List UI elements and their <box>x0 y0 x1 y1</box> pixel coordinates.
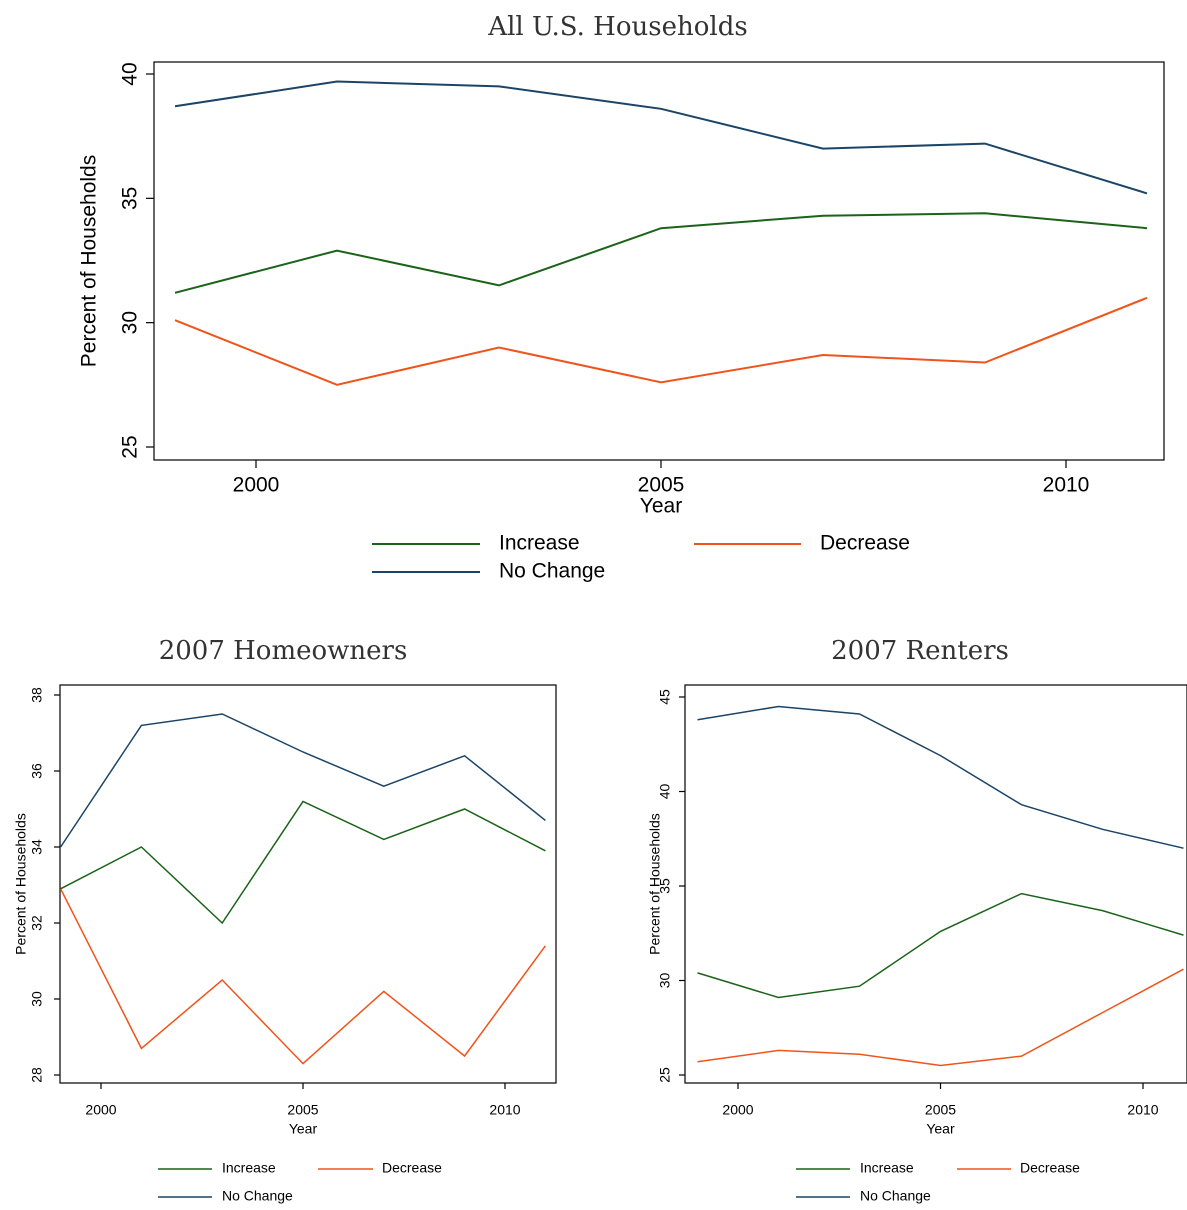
x-axis-label: Year <box>640 495 682 518</box>
series-line-increase <box>697 892 1184 999</box>
y-tick-label: 35 <box>119 187 142 210</box>
y-tick-label: 45 <box>657 689 673 705</box>
legend-label-no-change: No Change <box>860 1188 931 1204</box>
y-tick-label: 34 <box>29 839 45 855</box>
y-tick-label: 40 <box>119 62 142 85</box>
legend: Increase Decrease No Change <box>372 532 910 583</box>
x-tick-label: 2000 <box>85 1102 116 1118</box>
x-tick-label: 2010 <box>1127 1102 1158 1118</box>
y-tick-label: 38 <box>29 687 45 703</box>
y-axis-label: Percent of Households <box>13 813 29 955</box>
legend: Increase Decrease No Change <box>158 1160 442 1204</box>
y-tick-label: 40 <box>657 784 673 800</box>
legend-label-increase: Increase <box>860 1160 914 1176</box>
series-line-no-change <box>174 80 1148 195</box>
legend-label-no-change: No Change <box>499 560 605 583</box>
y-axis-label: Percent of Households <box>647 813 663 955</box>
y-tick-label: 32 <box>29 915 45 931</box>
x-tick-label: 2005 <box>638 474 685 497</box>
legend: Increase Decrease No Change <box>796 1160 1080 1204</box>
x-tick-label: 2005 <box>925 1102 956 1118</box>
x-axis-label: Year <box>926 1121 955 1137</box>
plot-frame <box>59 684 557 1084</box>
series-line-no-change <box>59 713 546 848</box>
y-tick-label: 30 <box>29 991 45 1007</box>
x-tick-label: 2010 <box>1043 474 1090 497</box>
y-tick-label: 35 <box>657 878 673 894</box>
series-line-decrease <box>697 968 1184 1067</box>
series-line-decrease <box>174 296 1148 386</box>
plot-frame <box>684 684 1187 1084</box>
chart-panel-2: 2007 Homeowners 2000 2005 2010 Year 28 30 32 34 3… <box>13 636 557 1204</box>
chart-title: 2007 Homeowners <box>159 636 408 666</box>
y-tick-label: 30 <box>119 311 142 334</box>
series-line-increase <box>174 212 1148 294</box>
y-tick-label: 25 <box>119 435 142 458</box>
legend-label-increase: Increase <box>222 1160 276 1176</box>
x-tick-label: 2010 <box>489 1102 520 1118</box>
y-tick-label: 36 <box>29 763 45 779</box>
chart-panel-3: 2007 Renters 2000 2005 2010 Year 25 30 35 40 45 Pe… <box>647 636 1187 1204</box>
series-line-no-change <box>697 705 1184 849</box>
chart-panel-1: All U.S. Households 2000 2005 2010 Year 25 30 3… <box>78 12 1165 583</box>
x-tick-label: 2000 <box>233 474 280 497</box>
series-line-decrease <box>59 888 547 1065</box>
x-axis-label: Year <box>289 1121 318 1137</box>
legend-label-decrease: Decrease <box>1020 1160 1080 1176</box>
legend-label-decrease: Decrease <box>382 1160 442 1176</box>
chart-title: 2007 Renters <box>831 636 1009 666</box>
y-axis-label: Percent of Households <box>78 155 101 367</box>
legend-label-increase: Increase <box>499 532 580 555</box>
legend-label-decrease: Decrease <box>820 532 910 555</box>
series-line-increase <box>60 800 546 925</box>
x-tick-label: 2005 <box>287 1102 318 1118</box>
y-tick-label: 30 <box>657 973 673 989</box>
chart-title: All U.S. Households <box>487 12 747 42</box>
plot-frame <box>153 61 1165 461</box>
y-tick-label: 28 <box>29 1067 45 1083</box>
y-tick-label: 25 <box>657 1067 673 1083</box>
x-tick-label: 2000 <box>722 1102 753 1118</box>
legend-label-no-change: No Change <box>222 1188 293 1204</box>
